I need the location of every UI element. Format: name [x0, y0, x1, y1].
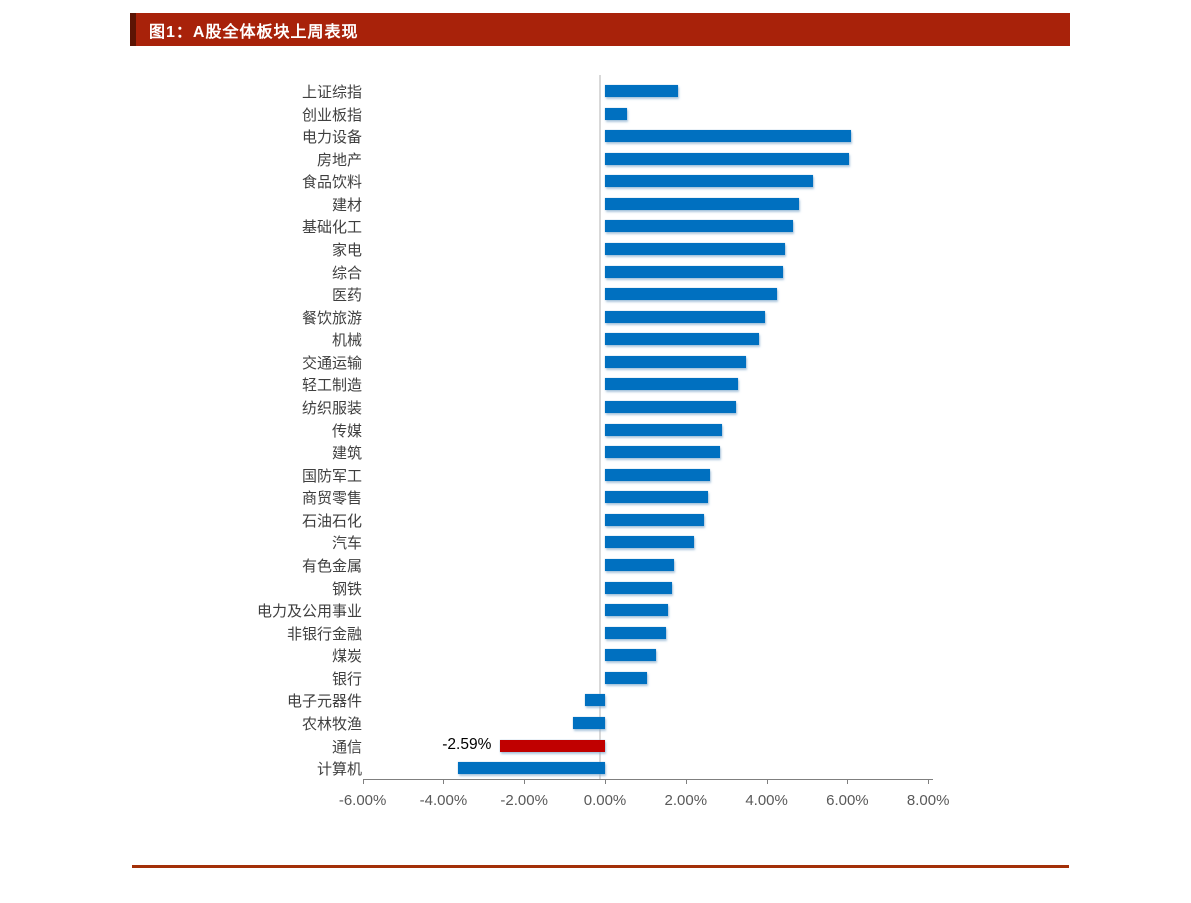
- category-label: 钢铁: [331, 579, 362, 598]
- bar-通信: [500, 739, 605, 752]
- bar-交通运输: [605, 355, 747, 368]
- bar-钢铁: [605, 581, 672, 594]
- bar-计算机: [457, 762, 605, 775]
- category-label: 轻工制造: [301, 376, 362, 395]
- category-label: 煤炭: [331, 647, 362, 666]
- x-axis-tick: [362, 780, 364, 784]
- category-label: 电力设备: [301, 128, 362, 147]
- category-label: 食品饮料: [301, 173, 362, 192]
- x-axis-tick-label: 0.00%: [583, 792, 627, 809]
- category-label: 有色金属: [301, 556, 362, 575]
- bar-纺织服装: [605, 400, 737, 413]
- bar-电力及公用事业: [605, 604, 668, 617]
- x-axis-tick-label: 2.00%: [664, 792, 708, 809]
- zero-axis-line: [599, 75, 601, 779]
- chart-panel: 上证综指创业板指电力设备房地产食品饮料建材基础化工家电综合医药餐饮旅游机械交通运…: [205, 60, 995, 850]
- x-axis-tick-label: 4.00%: [745, 792, 788, 809]
- bottom-divider-line: [132, 865, 1069, 868]
- x-axis-line: [362, 779, 934, 780]
- x-axis-tick-label: -6.00%: [338, 792, 387, 809]
- bar-食品饮料: [605, 175, 814, 188]
- bar-轻工制造: [605, 378, 739, 391]
- x-axis-tick: [605, 780, 606, 784]
- category-label: 电子元器件: [286, 692, 362, 711]
- category-label: 建材: [331, 195, 362, 214]
- bar-非银行金融: [605, 626, 666, 639]
- bar-石油石化: [605, 513, 704, 526]
- bar-建筑: [605, 446, 721, 459]
- category-label: 餐饮旅游: [301, 308, 362, 327]
- bar-家电: [605, 242, 785, 255]
- figure-title: 图1：A股全体板块上周表现: [149, 23, 359, 41]
- category-label: 家电: [331, 240, 362, 259]
- x-axis-tick: [524, 780, 526, 784]
- bar-基础化工: [605, 220, 793, 233]
- bar-传媒: [605, 423, 723, 436]
- category-label: 建筑: [331, 444, 362, 463]
- bar-国防军工: [605, 468, 711, 481]
- negative-bar-data-label: -2.59%: [442, 735, 492, 753]
- category-label: 基础化工: [301, 218, 362, 237]
- category-label: 农林牧渔: [301, 714, 362, 733]
- category-label: 房地产: [316, 150, 362, 169]
- bar-医药: [605, 288, 777, 301]
- category-label: 传媒: [331, 421, 362, 440]
- x-axis-tick: [928, 780, 930, 784]
- category-label: 银行: [331, 669, 362, 688]
- figure-title-bar: 图1：A股全体板块上周表现: [130, 13, 1070, 46]
- category-label: 计算机: [316, 760, 362, 779]
- category-label: 综合: [331, 263, 362, 282]
- bar-商贸零售: [605, 491, 709, 504]
- category-label: 石油石化: [301, 511, 362, 530]
- category-label: 汽车: [331, 534, 362, 553]
- category-label: 机械: [331, 331, 362, 350]
- category-label: 医药: [331, 286, 362, 305]
- bar-房地产: [605, 152, 850, 165]
- category-label: 通信: [331, 737, 362, 756]
- bar-chart-plot-area: 上证综指创业板指电力设备房地产食品饮料建材基础化工家电综合医药餐饮旅游机械交通运…: [205, 60, 995, 850]
- bar-电子元器件: [584, 694, 605, 707]
- x-axis-tick-label: -4.00%: [419, 792, 468, 809]
- bar-创业板指: [605, 107, 628, 120]
- bar-农林牧渔: [572, 716, 605, 729]
- category-label: 纺织服装: [301, 398, 362, 417]
- category-label: 创业板指: [301, 105, 362, 124]
- bar-电力设备: [605, 130, 852, 143]
- x-axis-tick: [847, 780, 849, 784]
- category-label: 国防军工: [301, 466, 362, 485]
- bar-餐饮旅游: [605, 310, 765, 323]
- bar-建材: [605, 197, 799, 210]
- x-axis-tick-label: 8.00%: [906, 792, 950, 809]
- bar-综合: [605, 265, 783, 278]
- x-axis-tick: [685, 780, 687, 784]
- bar-煤炭: [605, 649, 656, 662]
- bar-有色金属: [605, 558, 674, 571]
- category-label: 非银行金融: [286, 624, 362, 643]
- category-label: 交通运输: [301, 353, 362, 372]
- bar-汽车: [605, 536, 694, 549]
- bar-机械: [605, 333, 759, 346]
- x-axis-tick: [443, 780, 445, 784]
- x-axis-tick: [766, 780, 768, 784]
- category-label: 商贸零售: [301, 489, 362, 508]
- category-label: 上证综指: [301, 83, 362, 101]
- bar-银行: [605, 671, 648, 684]
- x-axis-tick-label: -2.00%: [500, 792, 548, 809]
- bar-上证综指: [605, 85, 678, 97]
- x-axis-tick-label: 6.00%: [826, 792, 869, 809]
- category-label: 电力及公用事业: [256, 602, 362, 621]
